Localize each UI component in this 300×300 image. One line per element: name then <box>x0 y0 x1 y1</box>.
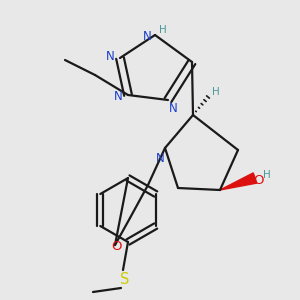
Polygon shape <box>220 173 257 190</box>
Text: N: N <box>142 31 152 44</box>
Text: O: O <box>112 241 122 254</box>
Text: N: N <box>106 50 114 62</box>
Text: H: H <box>263 170 271 180</box>
Text: H: H <box>159 25 167 35</box>
Text: N: N <box>169 101 177 115</box>
Text: S: S <box>120 272 130 287</box>
Text: O: O <box>253 173 263 187</box>
Text: H: H <box>212 87 220 97</box>
Text: N: N <box>156 152 164 164</box>
Text: N: N <box>114 91 122 103</box>
